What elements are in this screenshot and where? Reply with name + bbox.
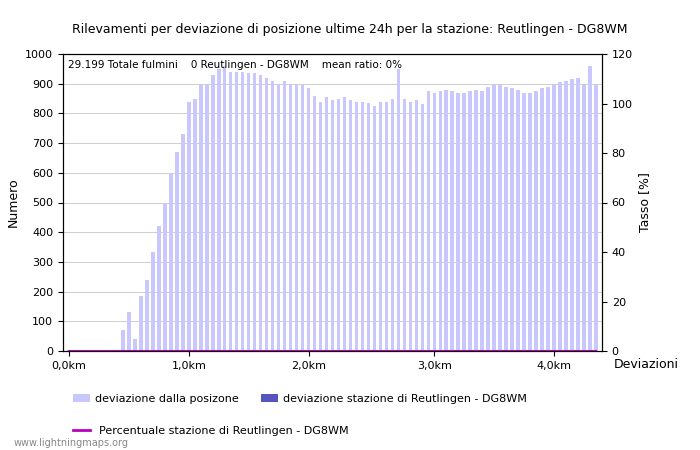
Bar [534, 91, 538, 351]
Bar [133, 339, 136, 351]
Text: Rilevamenti per deviazione di posizione ultime 24h per la stazione: Reutlingen -: Rilevamenti per deviazione di posizione … [72, 22, 628, 36]
Bar [391, 99, 394, 351]
Bar [343, 97, 346, 351]
Text: www.lightningmaps.org: www.lightningmaps.org [14, 438, 129, 448]
Bar [576, 78, 580, 351]
Bar [211, 75, 214, 351]
Bar [349, 100, 352, 351]
Bar [217, 69, 220, 351]
Bar [463, 93, 466, 351]
Bar [480, 91, 484, 351]
Bar [253, 73, 256, 351]
Bar [205, 85, 209, 351]
Bar [559, 82, 562, 351]
Bar [151, 252, 155, 351]
Bar [229, 72, 232, 351]
Bar [510, 88, 514, 351]
Bar [241, 72, 244, 351]
Bar [540, 88, 544, 351]
Bar [444, 90, 448, 351]
Bar [109, 350, 113, 351]
Bar [295, 85, 298, 351]
Bar [169, 173, 173, 351]
Bar [402, 99, 406, 351]
Y-axis label: Tasso [%]: Tasso [%] [638, 172, 652, 233]
Bar [276, 84, 281, 351]
Bar [409, 102, 412, 351]
Bar [421, 104, 424, 351]
Bar [486, 87, 490, 351]
Bar [505, 87, 508, 351]
Bar [492, 84, 496, 351]
Bar [121, 330, 125, 351]
Bar [372, 106, 376, 351]
Bar [325, 97, 328, 351]
Bar [235, 72, 239, 351]
Bar [379, 102, 382, 351]
Bar [271, 81, 274, 351]
Bar [187, 102, 190, 351]
Bar [438, 91, 442, 351]
Bar [588, 66, 592, 351]
Bar [127, 312, 131, 351]
Bar [384, 102, 388, 351]
Bar [517, 90, 520, 351]
Bar [199, 84, 202, 351]
Bar [570, 79, 574, 351]
Bar [157, 226, 160, 351]
Text: 29.199 Totale fulmini    0 Reutlingen - DG8WM    mean ratio: 0%: 29.199 Totale fulmini 0 Reutlingen - DG8… [69, 60, 402, 70]
Bar [265, 78, 268, 351]
Bar [139, 296, 143, 351]
Bar [289, 84, 293, 351]
Bar [307, 88, 310, 351]
Bar [582, 85, 586, 351]
Bar [163, 202, 167, 351]
Bar [552, 84, 556, 351]
Bar [367, 103, 370, 351]
Bar [475, 90, 478, 351]
Bar [433, 93, 436, 351]
Bar [223, 66, 227, 351]
Bar [247, 73, 251, 351]
Legend: deviazione dalla posizone, deviazione stazione di Reutlingen - DG8WM: deviazione dalla posizone, deviazione st… [69, 390, 532, 409]
Bar [313, 95, 316, 351]
Bar [564, 81, 568, 351]
Bar [397, 69, 400, 351]
Bar [355, 102, 358, 351]
Bar [67, 350, 71, 351]
Bar [145, 280, 148, 351]
Bar [360, 102, 364, 351]
Bar [528, 93, 532, 351]
Bar [330, 100, 335, 351]
Bar [283, 81, 286, 351]
Bar [259, 75, 262, 351]
Bar [175, 152, 178, 351]
Bar [301, 85, 304, 351]
Bar [594, 85, 598, 351]
Bar [193, 99, 197, 351]
Bar [181, 134, 185, 351]
Bar [337, 99, 340, 351]
Y-axis label: Numero: Numero [7, 178, 20, 227]
Bar [546, 87, 550, 351]
Bar [522, 93, 526, 351]
Bar [468, 91, 472, 351]
Text: Deviazioni: Deviazioni [614, 358, 679, 371]
Bar [498, 85, 502, 351]
Bar [91, 350, 94, 351]
Bar [414, 100, 418, 351]
Legend: Percentuale stazione di Reutlingen - DG8WM: Percentuale stazione di Reutlingen - DG8… [69, 421, 353, 440]
Bar [456, 93, 460, 351]
Bar [426, 91, 430, 351]
Bar [318, 102, 322, 351]
Bar [451, 91, 454, 351]
